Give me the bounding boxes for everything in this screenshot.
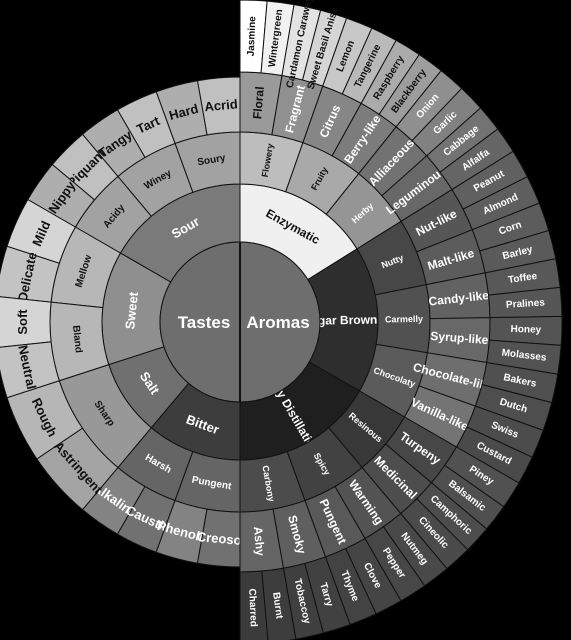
aroma-syrup-like-label: Syrup-like	[430, 329, 489, 347]
taste-creosol-label: Creosol	[196, 529, 246, 548]
taste-hard-label: Hard	[167, 101, 200, 123]
taste-soft-label: Soft	[15, 309, 30, 335]
tastes-center-label: Tastes	[178, 313, 231, 332]
taste-sweet-label: Sweet	[122, 290, 141, 330]
aroma-ashy-label: Ashy	[251, 526, 268, 557]
taste-nippy-segment	[27, 163, 96, 228]
taste-soury-label: Soury	[197, 153, 227, 169]
aroma-floral-label: Floral	[250, 86, 267, 120]
taste-tart-segment	[116, 91, 176, 159]
taste-creosol-segment	[196, 508, 241, 568]
aroma-candy-like-label: Candy-like	[428, 288, 490, 308]
taste-neutral-segment	[0, 341, 60, 399]
aroma-charred-segment	[239, 570, 269, 640]
aroma-sugar-browning-label: Sugar Browning	[303, 312, 396, 328]
aroma-pralines-label: Pralines	[506, 297, 546, 310]
taste-phenolic-segment	[155, 499, 208, 564]
taste-piquant-segment	[51, 133, 119, 201]
taste-astringent-segment	[36, 427, 119, 511]
aroma-honey-label: Honey	[510, 324, 541, 336]
wheel-center: Tastes Aromas	[159, 241, 321, 403]
aroma-carmelly-label: Carmelly	[385, 314, 423, 325]
taste-acrid-label: Acrid	[204, 96, 238, 114]
taste-hard-segment	[155, 80, 208, 145]
taste-soft-segment	[0, 296, 52, 348]
aromas-center-label: Aromas	[246, 313, 309, 332]
taste-bland-label: Bland	[70, 325, 84, 354]
aroma-charred-label: Charred	[246, 588, 259, 627]
aroma-molasses-label: Molasses	[501, 348, 547, 364]
taste-tangy-segment	[81, 109, 146, 178]
aroma-toffee-label: Toffee	[507, 271, 538, 286]
taste-caustic-segment	[116, 485, 176, 553]
aroma-jasmine-label: Jasmine	[246, 16, 259, 57]
taste-delicate-segment	[0, 245, 60, 303]
aroma-burnt-label: Burnt	[270, 592, 284, 621]
